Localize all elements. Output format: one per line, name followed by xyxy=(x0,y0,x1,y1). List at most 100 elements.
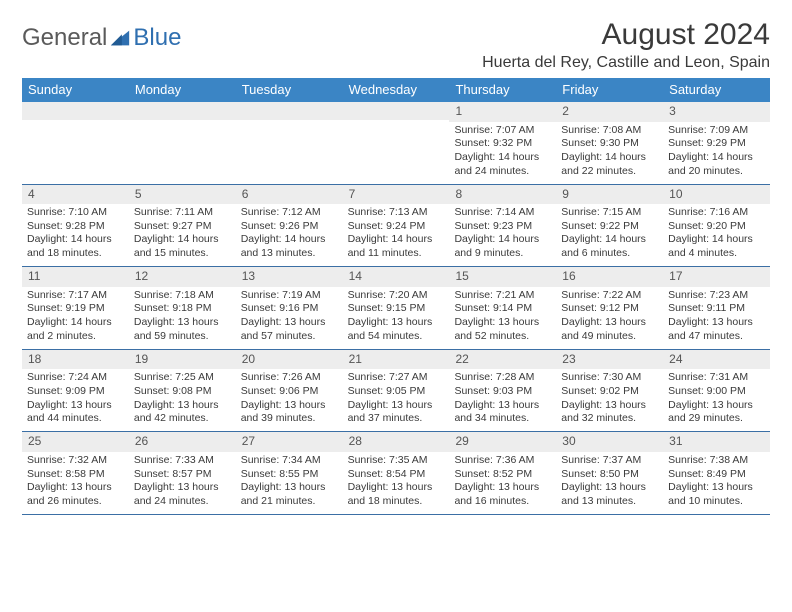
logo-text-general: General xyxy=(22,24,107,52)
sunset-text: Sunset: 8:52 PM xyxy=(454,468,551,482)
sunset-text: Sunset: 9:12 PM xyxy=(561,302,658,316)
daylight-text: Daylight: 13 hours and 10 minutes. xyxy=(668,481,765,508)
daylight-text: Daylight: 13 hours and 13 minutes. xyxy=(561,481,658,508)
day-content: Sunrise: 7:12 AMSunset: 9:26 PMDaylight:… xyxy=(236,204,343,266)
day-content: Sunrise: 7:25 AMSunset: 9:08 PMDaylight:… xyxy=(129,369,236,431)
sunrise-text: Sunrise: 7:21 AM xyxy=(454,289,551,303)
day-content: Sunrise: 7:19 AMSunset: 9:16 PMDaylight:… xyxy=(236,287,343,349)
day-content: Sunrise: 7:35 AMSunset: 8:54 PMDaylight:… xyxy=(343,452,450,514)
daylight-text: Daylight: 13 hours and 16 minutes. xyxy=(454,481,551,508)
day-cell: 8Sunrise: 7:14 AMSunset: 9:23 PMDaylight… xyxy=(449,185,556,267)
sunrise-text: Sunrise: 7:14 AM xyxy=(454,206,551,220)
day-cell xyxy=(343,102,450,184)
sunrise-text: Sunrise: 7:07 AM xyxy=(454,124,551,138)
weekday-wednesday: Wednesday xyxy=(343,78,450,102)
day-cell: 7Sunrise: 7:13 AMSunset: 9:24 PMDaylight… xyxy=(343,185,450,267)
header: General Blue August 2024 Huerta del Rey,… xyxy=(22,18,770,72)
sunset-text: Sunset: 8:54 PM xyxy=(348,468,445,482)
sunset-text: Sunset: 9:19 PM xyxy=(27,302,124,316)
sunrise-text: Sunrise: 7:33 AM xyxy=(134,454,231,468)
day-number: 20 xyxy=(236,350,343,370)
day-number: 15 xyxy=(449,267,556,287)
sunrise-text: Sunrise: 7:35 AM xyxy=(348,454,445,468)
daylight-text: Daylight: 13 hours and 54 minutes. xyxy=(348,316,445,343)
day-number: 30 xyxy=(556,432,663,452)
day-content: Sunrise: 7:26 AMSunset: 9:06 PMDaylight:… xyxy=(236,369,343,431)
sunset-text: Sunset: 9:03 PM xyxy=(454,385,551,399)
day-cell: 28Sunrise: 7:35 AMSunset: 8:54 PMDayligh… xyxy=(343,432,450,514)
sunset-text: Sunset: 8:50 PM xyxy=(561,468,658,482)
weekday-header-row: Sunday Monday Tuesday Wednesday Thursday… xyxy=(22,78,770,102)
day-cell: 4Sunrise: 7:10 AMSunset: 9:28 PMDaylight… xyxy=(22,185,129,267)
sunset-text: Sunset: 9:14 PM xyxy=(454,302,551,316)
daylight-text: Daylight: 14 hours and 18 minutes. xyxy=(27,233,124,260)
sunrise-text: Sunrise: 7:11 AM xyxy=(134,206,231,220)
day-content: Sunrise: 7:09 AMSunset: 9:29 PMDaylight:… xyxy=(663,122,770,184)
daylight-text: Daylight: 13 hours and 37 minutes. xyxy=(348,399,445,426)
sunset-text: Sunset: 8:58 PM xyxy=(27,468,124,482)
sunrise-text: Sunrise: 7:08 AM xyxy=(561,124,658,138)
daylight-text: Daylight: 13 hours and 18 minutes. xyxy=(348,481,445,508)
weeks-container: 1Sunrise: 7:07 AMSunset: 9:32 PMDaylight… xyxy=(22,102,770,515)
day-content: Sunrise: 7:30 AMSunset: 9:02 PMDaylight:… xyxy=(556,369,663,431)
daylight-text: Daylight: 14 hours and 13 minutes. xyxy=(241,233,338,260)
sunrise-text: Sunrise: 7:37 AM xyxy=(561,454,658,468)
day-content: Sunrise: 7:37 AMSunset: 8:50 PMDaylight:… xyxy=(556,452,663,514)
logo-triangle-icon xyxy=(109,27,131,49)
daylight-text: Daylight: 14 hours and 2 minutes. xyxy=(27,316,124,343)
day-number: 24 xyxy=(663,350,770,370)
day-number: 26 xyxy=(129,432,236,452)
daylight-text: Daylight: 13 hours and 26 minutes. xyxy=(27,481,124,508)
day-cell: 2Sunrise: 7:08 AMSunset: 9:30 PMDaylight… xyxy=(556,102,663,184)
day-content: Sunrise: 7:31 AMSunset: 9:00 PMDaylight:… xyxy=(663,369,770,431)
day-number xyxy=(236,102,343,120)
day-content: Sunrise: 7:13 AMSunset: 9:24 PMDaylight:… xyxy=(343,204,450,266)
daylight-text: Daylight: 13 hours and 39 minutes. xyxy=(241,399,338,426)
day-number: 6 xyxy=(236,185,343,205)
day-cell xyxy=(22,102,129,184)
daylight-text: Daylight: 13 hours and 29 minutes. xyxy=(668,399,765,426)
day-number xyxy=(129,102,236,120)
daylight-text: Daylight: 14 hours and 11 minutes. xyxy=(348,233,445,260)
day-cell: 20Sunrise: 7:26 AMSunset: 9:06 PMDayligh… xyxy=(236,350,343,432)
day-content: Sunrise: 7:16 AMSunset: 9:20 PMDaylight:… xyxy=(663,204,770,266)
sunrise-text: Sunrise: 7:30 AM xyxy=(561,371,658,385)
sunset-text: Sunset: 9:30 PM xyxy=(561,137,658,151)
day-cell xyxy=(129,102,236,184)
day-cell: 3Sunrise: 7:09 AMSunset: 9:29 PMDaylight… xyxy=(663,102,770,184)
day-content: Sunrise: 7:14 AMSunset: 9:23 PMDaylight:… xyxy=(449,204,556,266)
day-content: Sunrise: 7:21 AMSunset: 9:14 PMDaylight:… xyxy=(449,287,556,349)
weekday-sunday: Sunday xyxy=(22,78,129,102)
day-cell: 27Sunrise: 7:34 AMSunset: 8:55 PMDayligh… xyxy=(236,432,343,514)
day-number: 2 xyxy=(556,102,663,122)
daylight-text: Daylight: 13 hours and 57 minutes. xyxy=(241,316,338,343)
day-content: Sunrise: 7:23 AMSunset: 9:11 PMDaylight:… xyxy=(663,287,770,349)
sunrise-text: Sunrise: 7:15 AM xyxy=(561,206,658,220)
daylight-text: Daylight: 13 hours and 52 minutes. xyxy=(454,316,551,343)
sunset-text: Sunset: 9:20 PM xyxy=(668,220,765,234)
day-cell: 1Sunrise: 7:07 AMSunset: 9:32 PMDaylight… xyxy=(449,102,556,184)
sunrise-text: Sunrise: 7:17 AM xyxy=(27,289,124,303)
day-content: Sunrise: 7:28 AMSunset: 9:03 PMDaylight:… xyxy=(449,369,556,431)
day-cell: 24Sunrise: 7:31 AMSunset: 9:00 PMDayligh… xyxy=(663,350,770,432)
day-cell xyxy=(236,102,343,184)
day-number: 16 xyxy=(556,267,663,287)
sunrise-text: Sunrise: 7:10 AM xyxy=(27,206,124,220)
sunset-text: Sunset: 9:06 PM xyxy=(241,385,338,399)
weekday-saturday: Saturday xyxy=(663,78,770,102)
day-number: 27 xyxy=(236,432,343,452)
day-number: 31 xyxy=(663,432,770,452)
sunrise-text: Sunrise: 7:26 AM xyxy=(241,371,338,385)
day-number: 13 xyxy=(236,267,343,287)
sunrise-text: Sunrise: 7:32 AM xyxy=(27,454,124,468)
sunrise-text: Sunrise: 7:12 AM xyxy=(241,206,338,220)
sunrise-text: Sunrise: 7:28 AM xyxy=(454,371,551,385)
day-cell: 6Sunrise: 7:12 AMSunset: 9:26 PMDaylight… xyxy=(236,185,343,267)
sunset-text: Sunset: 9:29 PM xyxy=(668,137,765,151)
day-number: 22 xyxy=(449,350,556,370)
day-number: 25 xyxy=(22,432,129,452)
day-cell: 9Sunrise: 7:15 AMSunset: 9:22 PMDaylight… xyxy=(556,185,663,267)
sunrise-text: Sunrise: 7:18 AM xyxy=(134,289,231,303)
day-content: Sunrise: 7:15 AMSunset: 9:22 PMDaylight:… xyxy=(556,204,663,266)
weekday-friday: Friday xyxy=(556,78,663,102)
